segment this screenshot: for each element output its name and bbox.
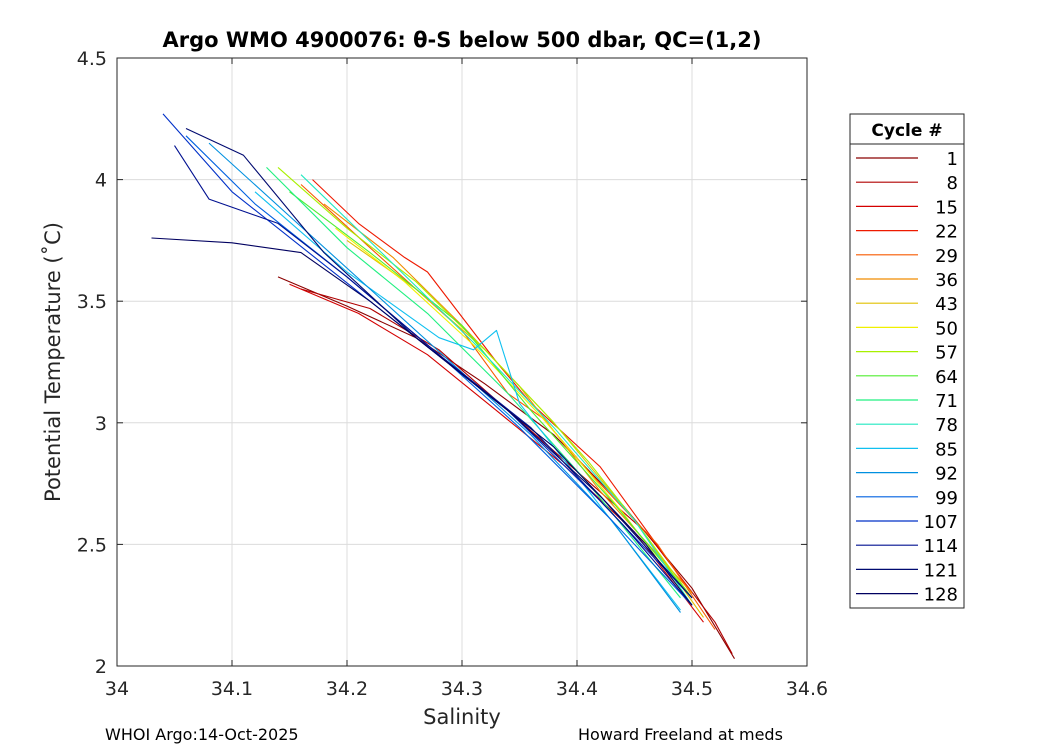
x-tick-label: 34.6 (786, 678, 828, 700)
series-line-cycle-29 (300, 184, 716, 630)
y-tick-label: 2.5 (77, 534, 107, 556)
y-tick-label: 2 (95, 656, 107, 678)
x-tick-label: 34.3 (441, 678, 483, 700)
x-tick-label: 34.5 (671, 678, 713, 700)
legend-box (849, 113, 965, 609)
series-line-cycle-64 (289, 191, 693, 599)
legend-label-64: 64 (935, 367, 958, 388)
legend-label-50: 50 (935, 318, 958, 339)
series-line-cycle-8 (300, 288, 733, 655)
legend-label-1: 1 (947, 149, 958, 170)
legend-label-57: 57 (935, 343, 958, 364)
legend-label-8: 8 (947, 173, 958, 194)
legend-label-36: 36 (935, 270, 958, 291)
series-layer (151, 113, 735, 659)
legend-label-43: 43 (935, 294, 958, 315)
x-tick-labels: 34 34.1 34.2 34.3 34.4 34.5 34.6 (105, 678, 828, 700)
x-tick-label: 34 (105, 678, 129, 700)
y-tick-label: 3.5 (77, 291, 107, 313)
y-tick-label: 4.5 (77, 48, 107, 70)
y-tick-label: 3 (95, 413, 107, 435)
legend-label-78: 78 (935, 415, 958, 436)
footer-left: WHOI Argo:14-Oct-2025 (105, 725, 299, 744)
legend-label-107: 107 (924, 512, 958, 533)
series-line-cycle-71 (266, 167, 681, 599)
legend-label-71: 71 (935, 391, 958, 412)
footer-right: Howard Freeland at meds (578, 725, 783, 744)
legend-label-85: 85 (935, 439, 958, 460)
legend-label-22: 22 (935, 222, 958, 243)
series-line-cycle-128 (151, 237, 693, 606)
x-tick-label: 34.4 (556, 678, 598, 700)
legend-title: Cycle # (871, 121, 942, 141)
legend: Cycle # 18152229364350576471788592991071… (849, 113, 965, 609)
x-tick-label: 34.1 (211, 678, 253, 700)
x-tick-label: 34.2 (326, 678, 368, 700)
y-tick-labels: 2 2.5 3 3.5 4 4.5 (77, 48, 107, 678)
legend-label-92: 92 (935, 464, 958, 485)
legend-label-99: 99 (935, 488, 958, 509)
y-tick-label: 4 (95, 170, 107, 192)
legend-label-29: 29 (935, 246, 958, 267)
chart-title: Argo WMO 4900076: θ-S below 500 dbar, QC… (163, 28, 762, 52)
legend-label-15: 15 (935, 197, 958, 218)
x-axis-label: Salinity (423, 705, 501, 729)
series-line-cycle-57 (277, 166, 693, 599)
series-line-cycle-1 (277, 276, 735, 659)
plot-frame (116, 57, 808, 667)
series-line-cycle-22 (312, 179, 693, 594)
y-axis-label: Potential Temperature (˚C) (41, 222, 65, 502)
legend-label-121: 121 (924, 560, 958, 581)
legend-label-128: 128 (924, 585, 958, 606)
legend-label-114: 114 (924, 536, 958, 557)
legend-items: 1 8 15 22 29 36 43 50 57 64 71 78 85 92 99 107 114 121 128 (856, 149, 958, 606)
